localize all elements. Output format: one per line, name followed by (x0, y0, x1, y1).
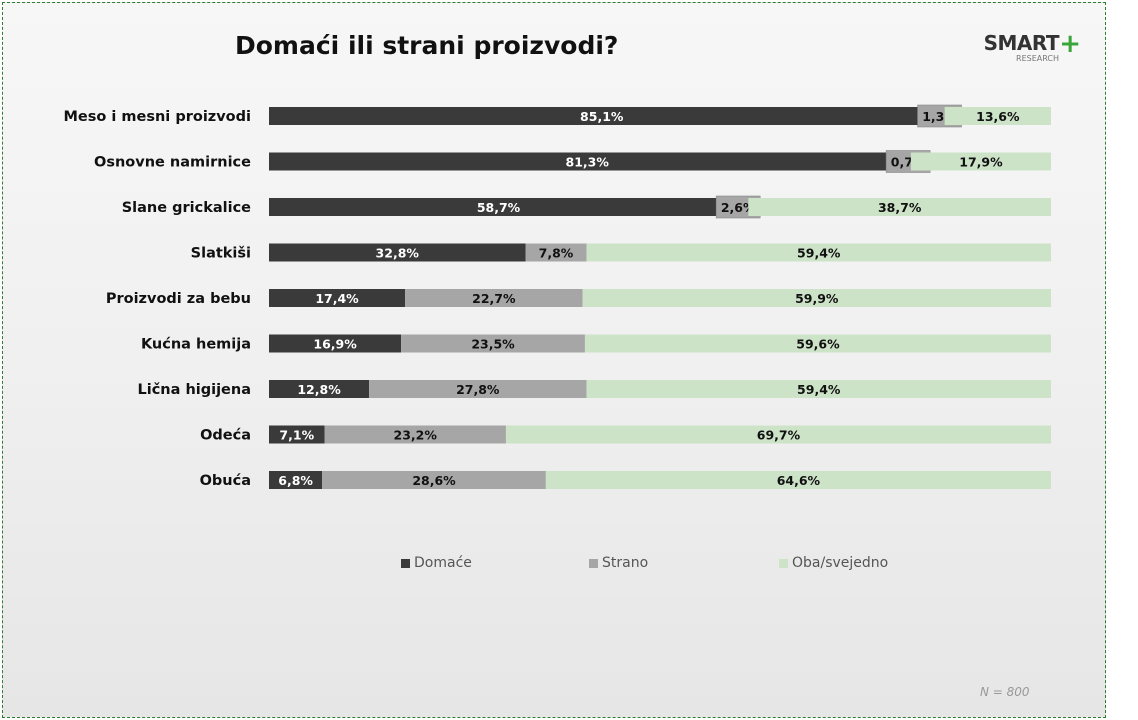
bar-oba-svejedno-proizvodi-za-bebu (582, 289, 1051, 307)
bar-domace-slane-grickalice (269, 198, 729, 216)
data-label-oba-svejedno-odeca: 69,7% (757, 428, 801, 443)
category-label-proizvodi-za-bebu: Proizvodi za bebu (106, 291, 251, 307)
bar-oba-svejedno-meso-i-mesni-proizvodi (944, 107, 1051, 125)
data-label-oba-svejedno-kucna-hemija: 59,6% (796, 337, 840, 352)
bar-strano-slatkisi (525, 243, 587, 262)
category-label-slane-grickalice: Slane grickalice (122, 200, 251, 216)
chart-frame: Domaći ili strani proizvodi? SMART + RES… (2, 2, 1106, 718)
data-label-domace-slane-grickalice: 58,7% (477, 200, 521, 215)
bar-domace-osnovne-namirnice (269, 152, 906, 171)
data-label-strano-licna-higijena: 27,8% (456, 382, 500, 397)
data-label-domace-licna-higijena: 12,8% (297, 382, 341, 397)
bar-strano-kucna-hemija (401, 334, 585, 353)
legend-item-strano: Strano (589, 555, 648, 571)
category-label-osnovne-namirnice: Osnovne namirnice (94, 155, 251, 171)
sample-size-note: N = 800 (980, 685, 1030, 699)
bar-oba-svejedno-slatkisi (586, 243, 1051, 262)
data-label-oba-svejedno-osnovne-namirnice: 17,9% (959, 155, 1003, 170)
category-label-odeca: Odeća (200, 428, 251, 444)
logo-brand-text: SMART (983, 31, 1060, 55)
bar-domace-obuca (269, 471, 323, 489)
data-label-oba-svejedno-slane-grickalice: 38,7% (878, 200, 922, 215)
bar-domace-odeca (269, 425, 325, 444)
category-label-kucna-hemija: Kućna hemija (141, 337, 251, 353)
legend-swatch-domace (401, 558, 410, 568)
brand-logo: SMART + RESEARCH (983, 29, 1083, 71)
bar-chart: Meso i mesni proizvodi 85,1% 1,3% 13,6%Osno… (63, 104, 1051, 489)
legend-item-oba-svejedno: Oba/svejedno (779, 555, 888, 571)
bar-domace-meso-i-mesni-proizvodi (269, 107, 935, 125)
data-label-oba-svejedno-proizvodi-za-bebu: 59,9% (795, 291, 839, 306)
logo-plus-icon: + (1059, 29, 1081, 59)
data-label-strano-odeca: 23,2% (394, 428, 438, 443)
bar-oba-svejedno-odeca (505, 425, 1051, 444)
category-label-licna-higijena: Lična higijena (137, 382, 251, 398)
logo-subtitle: RESEARCH (1016, 54, 1059, 63)
legend-swatch-oba-svejedno (779, 558, 788, 568)
bar-strano-licna-higijena (369, 380, 587, 398)
category-label-obuca: Obuća (200, 473, 251, 489)
bar-strano-obuca (322, 471, 546, 489)
category-label-meso-i-mesni-proizvodi: Meso i mesni proizvodi (63, 109, 251, 125)
bar-oba-svejedno-obuca (545, 471, 1051, 489)
data-label-domace-slatkisi: 32,8% (376, 246, 420, 261)
data-label-oba-svejedno-slatkisi: 59,4% (797, 246, 841, 261)
chart-title: Domaći ili strani proizvodi? (235, 31, 619, 60)
bar-domace-kucna-hemija (269, 334, 402, 353)
bar-oba-svejedno-licna-higijena (586, 380, 1051, 398)
data-label-strano-slatkisi: 7,8% (539, 246, 574, 261)
legend-swatch-strano (589, 558, 598, 568)
data-label-strano-slane-grickalice: 2,6% (721, 200, 756, 215)
data-label-strano-kucna-hemija: 23,5% (471, 337, 515, 352)
data-label-strano-obuca: 28,6% (412, 473, 456, 488)
bar-oba-svejedno-osnovne-namirnice (910, 152, 1051, 171)
data-label-domace-odeca: 7,1% (279, 428, 314, 443)
legend-label-domace: Domaće (414, 555, 472, 571)
data-label-oba-svejedno-obuca: 64,6% (777, 473, 821, 488)
data-label-domace-proizvodi-za-bebu: 17,4% (315, 291, 359, 306)
data-label-oba-svejedno-licna-higijena: 59,4% (797, 382, 841, 397)
bar-domace-slatkisi (269, 243, 526, 262)
legend-item-domace: Domaće (401, 555, 472, 571)
data-label-oba-svejedno-meso-i-mesni-proizvodi: 13,6% (976, 109, 1020, 124)
bar-oba-svejedno-kucna-hemija (584, 334, 1051, 353)
data-label-domace-kucna-hemija: 16,9% (313, 337, 357, 352)
bar-strano-odeca (324, 425, 506, 444)
category-label-slatkisi: Slatkiši (191, 246, 251, 262)
data-label-domace-meso-i-mesni-proizvodi: 85,1% (580, 109, 624, 124)
data-label-domace-osnovne-namirnice: 81,3% (566, 155, 610, 170)
legend-label-strano: Strano (602, 555, 649, 571)
bar-oba-svejedno-slane-grickalice (748, 198, 1051, 216)
data-label-domace-obuca: 6,8% (278, 473, 313, 488)
bar-domace-proizvodi-za-bebu (269, 289, 406, 307)
data-label-strano-proizvodi-za-bebu: 22,7% (472, 291, 516, 306)
bar-strano-proizvodi-za-bebu (405, 289, 583, 307)
legend-label-oba-svejedno: Oba/svejedno (792, 555, 889, 571)
bar-domace-licna-higijena (269, 380, 370, 398)
chart-legend: Domaće Strano Oba/svejedno (401, 555, 961, 575)
